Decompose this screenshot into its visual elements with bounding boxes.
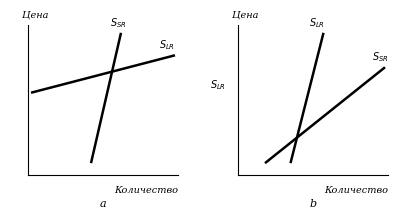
Text: $S_{LR}$: $S_{LR}$ — [310, 16, 326, 30]
Text: $S_{SR}$: $S_{SR}$ — [110, 16, 126, 30]
Text: $S_{SR}$: $S_{SR}$ — [372, 50, 389, 64]
Text: Количество: Количество — [114, 186, 178, 195]
Text: a: a — [100, 199, 106, 209]
Text: Цена: Цена — [22, 10, 48, 19]
Text: $S_{LR}$: $S_{LR}$ — [160, 38, 176, 52]
Text: b: b — [310, 199, 316, 209]
Text: Количество: Количество — [324, 186, 388, 195]
Text: $S_{LR}$: $S_{LR}$ — [210, 78, 226, 92]
Text: Цена: Цена — [232, 10, 258, 19]
